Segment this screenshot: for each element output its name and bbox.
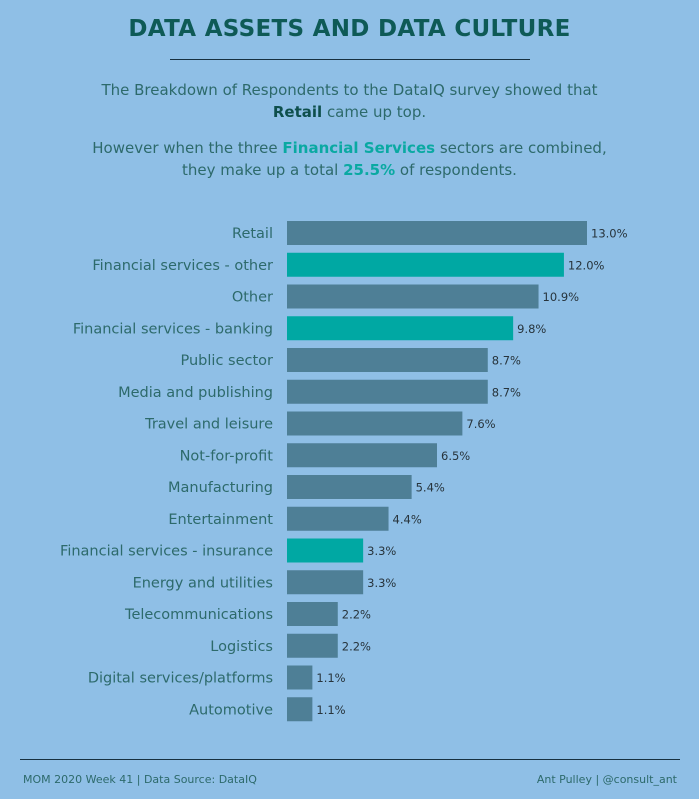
category-label: Other [232, 290, 273, 306]
subtitle-text: of respondents. [395, 161, 517, 179]
bar[interactable] [287, 633, 338, 658]
subtitle-text: However when the three [92, 139, 283, 157]
bar-row: Manufacturing 5.4% [168, 475, 445, 499]
category-label: Financial services - other [92, 258, 273, 274]
category-label: Media and publishing [118, 385, 273, 401]
category-label: Telecommunications [124, 607, 273, 623]
bar-row: Public sector 8.7% [181, 348, 521, 372]
bar[interactable] [287, 506, 389, 531]
subtitle-text: sectors are combined, [435, 139, 607, 157]
footer-source: MOM 2020 Week 41 | Data Source: DataIQ [23, 773, 257, 786]
value-label: 8.7% [492, 354, 521, 368]
total-percent-emphasis: 25.5% [343, 161, 396, 179]
category-label: Financial services - insurance [60, 544, 273, 560]
bar-row: Digital services/platforms 1.1% [88, 665, 346, 690]
subtitle-text: came up top. [322, 103, 427, 121]
footer-author: Ant Pulley | @consult_ant [536, 773, 677, 786]
bar-highlighted[interactable] [287, 538, 364, 563]
subtitle-financial: However when the three Financial Service… [0, 137, 699, 181]
value-label: 8.7% [492, 385, 521, 399]
bar[interactable] [287, 602, 338, 626]
subtitle-text: they make up a total [182, 161, 344, 179]
bar[interactable] [287, 475, 412, 499]
value-label: 1.1% [316, 703, 345, 717]
bar-row: Automotive 1.1% [189, 697, 346, 722]
value-label: 9.8% [517, 322, 546, 336]
value-label: 6.5% [441, 449, 470, 463]
category-label: Digital services/platforms [88, 671, 273, 687]
bar-highlighted[interactable] [287, 316, 514, 341]
category-label: Logistics [210, 639, 273, 655]
bar-row: Financial services - banking 9.8% [73, 316, 546, 341]
category-label: Energy and utilities [133, 575, 273, 591]
category-label: Travel and leisure [144, 417, 273, 433]
value-label: 1.1% [316, 671, 345, 685]
bar[interactable] [287, 697, 313, 722]
bar-row: Energy and utilities 3.3% [133, 570, 396, 595]
value-label: 3.3% [367, 544, 396, 558]
bar-row: Retail 13.0% [232, 221, 628, 245]
bar-row: Financial services - other 12.0% [92, 252, 605, 277]
subtitle-retail: The Breakdown of Respondents to the Data… [0, 79, 699, 123]
bar-row: Entertainment 4.4% [168, 506, 422, 531]
value-label: 12.0% [568, 258, 605, 272]
category-label: Financial services - banking [73, 321, 273, 337]
bar[interactable] [287, 379, 488, 404]
value-label: 3.3% [367, 576, 396, 590]
bar[interactable] [287, 411, 463, 436]
financial-services-emphasis: Financial Services [282, 139, 436, 157]
value-label: 10.9% [543, 290, 580, 304]
category-label: Entertainment [168, 512, 273, 528]
value-label: 13.0% [591, 227, 628, 241]
bar[interactable] [287, 665, 313, 690]
value-label: 7.6% [466, 417, 495, 431]
bar-highlighted[interactable] [287, 252, 564, 277]
value-label: 4.4% [393, 512, 422, 526]
category-label: Automotive [189, 702, 273, 718]
bar-row: Logistics 2.2% [210, 633, 371, 658]
bar[interactable] [287, 348, 488, 372]
value-label: 2.2% [342, 639, 371, 653]
bar-row: Telecommunications 2.2% [124, 602, 371, 626]
bar[interactable] [287, 284, 539, 309]
subtitle-text: The Breakdown of Respondents to the Data… [101, 81, 598, 99]
bar[interactable] [287, 443, 437, 468]
bar-row: Media and publishing 8.7% [118, 379, 521, 404]
bar[interactable] [287, 570, 364, 595]
category-label: Not-for-profit [180, 448, 274, 464]
value-label: 5.4% [416, 481, 445, 495]
category-label: Retail [232, 226, 273, 242]
title-divider [170, 59, 530, 60]
bar-row: Not-for-profit 6.5% [180, 443, 470, 468]
category-label: Public sector [181, 353, 274, 369]
footer-divider [20, 759, 680, 760]
bar-row: Other 10.9% [232, 284, 580, 309]
bar-row: Financial services - insurance 3.3% [60, 538, 396, 563]
value-label: 2.2% [342, 608, 371, 622]
page-title: DATA ASSETS AND DATA CULTURE [128, 16, 571, 42]
retail-emphasis: Retail [272, 103, 323, 121]
bar-row: Travel and leisure 7.6% [144, 411, 496, 436]
bar[interactable] [287, 221, 587, 245]
category-label: Manufacturing [168, 480, 273, 496]
